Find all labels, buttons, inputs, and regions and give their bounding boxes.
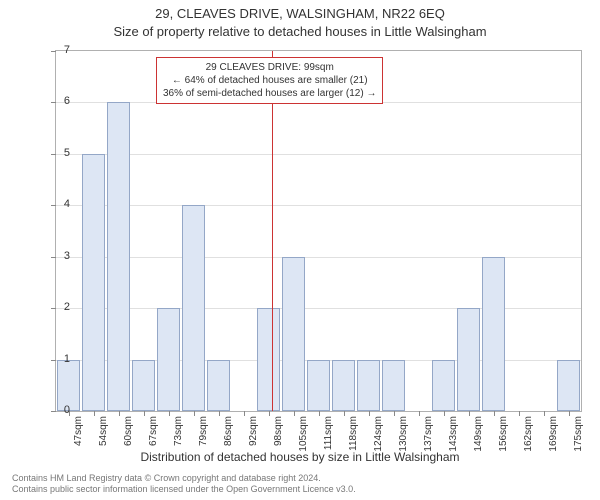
bar [482,257,505,411]
x-tick-mark [294,411,295,416]
bar [182,205,205,411]
x-tick-mark [194,411,195,416]
x-tick-mark [544,411,545,416]
x-tick-mark [419,411,420,416]
plot-area: 47sqm54sqm60sqm67sqm73sqm79sqm86sqm92sqm… [55,50,582,412]
bar [82,154,105,411]
x-tick-mark [119,411,120,416]
x-tick-mark [319,411,320,416]
annotation-box: 29 CLEAVES DRIVE: 99sqm← 64% of detached… [156,57,383,104]
grid-line [56,154,581,155]
bar [132,360,155,411]
annotation-line3: 36% of semi-detached houses are larger (… [163,87,376,100]
chart-subtitle: Size of property relative to detached ho… [0,24,600,39]
bar [107,102,130,411]
bar [457,308,480,411]
x-tick-mark [394,411,395,416]
x-tick-mark [244,411,245,416]
bar [207,360,230,411]
x-tick-mark [344,411,345,416]
bar [307,360,330,411]
y-tick-label: 3 [50,250,70,262]
x-tick-mark [219,411,220,416]
footer-line1: Contains HM Land Registry data © Crown c… [12,473,356,485]
annotation-line1: 29 CLEAVES DRIVE: 99sqm [163,61,376,74]
y-tick-label: 0 [50,404,70,416]
x-tick-mark [169,411,170,416]
x-tick-mark [269,411,270,416]
y-tick-label: 7 [50,44,70,56]
x-tick-mark [444,411,445,416]
bar [357,360,380,411]
x-tick-mark [369,411,370,416]
bar [257,308,280,411]
y-tick-label: 6 [50,95,70,107]
grid-line [56,205,581,206]
reference-line [272,51,273,411]
x-tick-mark [519,411,520,416]
bar [382,360,405,411]
bar [432,360,455,411]
x-tick-mark [469,411,470,416]
annotation-line2: ← 64% of detached houses are smaller (21… [163,74,376,87]
bar [557,360,580,411]
chart-container: 29, CLEAVES DRIVE, WALSINGHAM, NR22 6EQ … [0,0,600,500]
y-tick-label: 5 [50,147,70,159]
y-tick-label: 4 [50,198,70,210]
y-tick-label: 2 [50,301,70,313]
y-tick-label: 1 [50,353,70,365]
bar [282,257,305,411]
footer-text: Contains HM Land Registry data © Crown c… [12,473,356,496]
x-tick-mark [144,411,145,416]
x-tick-mark [569,411,570,416]
x-tick-mark [94,411,95,416]
x-axis-label: Distribution of detached houses by size … [0,450,600,464]
footer-line2: Contains public sector information licen… [12,484,356,496]
x-tick-mark [494,411,495,416]
bar [332,360,355,411]
chart-title: 29, CLEAVES DRIVE, WALSINGHAM, NR22 6EQ [0,6,600,21]
bar [157,308,180,411]
